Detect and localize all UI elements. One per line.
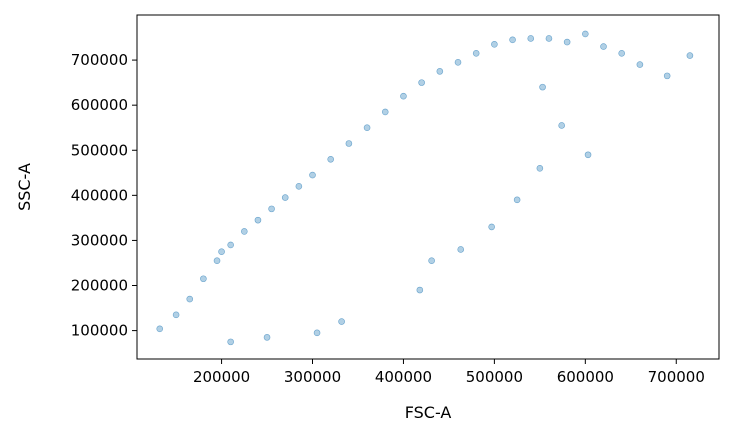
scatter-point: [254, 216, 262, 224]
scatter-point: [241, 228, 248, 235]
y-tick-label: 700000: [71, 51, 128, 69]
scatter-point: [509, 36, 516, 44]
scatter-point: [227, 338, 234, 346]
scatter-point: [295, 183, 303, 190]
scatter-point: [345, 140, 353, 147]
scatter-point: [416, 286, 424, 294]
scatter-point: [428, 257, 435, 265]
scatter-point: [263, 334, 271, 341]
y-tick-label: 200000: [71, 277, 128, 295]
scatter-point: [436, 68, 444, 75]
scatter-point: [545, 35, 553, 42]
x-tick-label: 700000: [648, 368, 705, 386]
y-tick-label: 500000: [71, 141, 128, 159]
y-tick-label: 600000: [71, 96, 128, 114]
y-tick-label: 400000: [71, 186, 128, 204]
scatter-point: [513, 196, 521, 204]
x-tick-label: 500000: [466, 368, 523, 386]
x-axis-ticks: 200000 300000 400000 500000 600000 700000: [193, 359, 705, 386]
y-axis-label: SSC-A: [15, 163, 34, 211]
scatter-point: [472, 50, 480, 57]
scatter-point: [618, 50, 625, 57]
scatter-point: [418, 79, 425, 86]
scatter-point: [200, 275, 207, 283]
scatter-points: [156, 30, 694, 346]
scatter-point: [213, 257, 221, 265]
scatter-point: [686, 52, 694, 59]
scatter-point: [186, 295, 194, 303]
scatter-point: [457, 246, 465, 253]
scatter-point: [309, 171, 316, 179]
scatter-point: [663, 72, 671, 80]
x-tick-label: 200000: [193, 368, 250, 386]
y-tick-label: 300000: [71, 231, 128, 249]
scatter-point: [156, 325, 164, 333]
scatter-point: [558, 122, 565, 129]
x-tick-label: 600000: [557, 368, 614, 386]
scatter-point: [539, 83, 546, 91]
y-axis-ticks: 100000 200000 300000 400000 500000 600000 7000…: [71, 51, 137, 340]
x-axis-label: FSC-A: [405, 403, 452, 422]
scatter-point: [363, 124, 371, 132]
scatter-point: [636, 61, 644, 68]
scatter-point: [582, 30, 589, 38]
scatter-point: [268, 205, 275, 213]
scatter-point: [218, 248, 225, 255]
scatter-point: [227, 241, 234, 249]
y-tick-label: 100000: [71, 322, 128, 340]
scatter-point: [400, 92, 407, 100]
scatter-point: [488, 223, 495, 231]
plot-frame: [136, 14, 720, 360]
x-tick-label: 300000: [284, 368, 341, 386]
scatter-point: [281, 194, 289, 201]
scatter-point: [327, 155, 334, 163]
scatter-point: [172, 311, 180, 319]
scatter-point: [313, 329, 321, 337]
scatter-point: [491, 41, 498, 48]
scatter-point: [584, 151, 592, 159]
scatter-point: [600, 43, 607, 50]
scatter-point: [536, 164, 544, 172]
scatter-point: [338, 318, 345, 325]
scatter-point: [527, 35, 535, 42]
x-tick-label: 400000: [375, 368, 432, 386]
scatter-point: [381, 108, 389, 116]
scatter-point: [563, 38, 571, 46]
scatter-point: [454, 59, 462, 66]
